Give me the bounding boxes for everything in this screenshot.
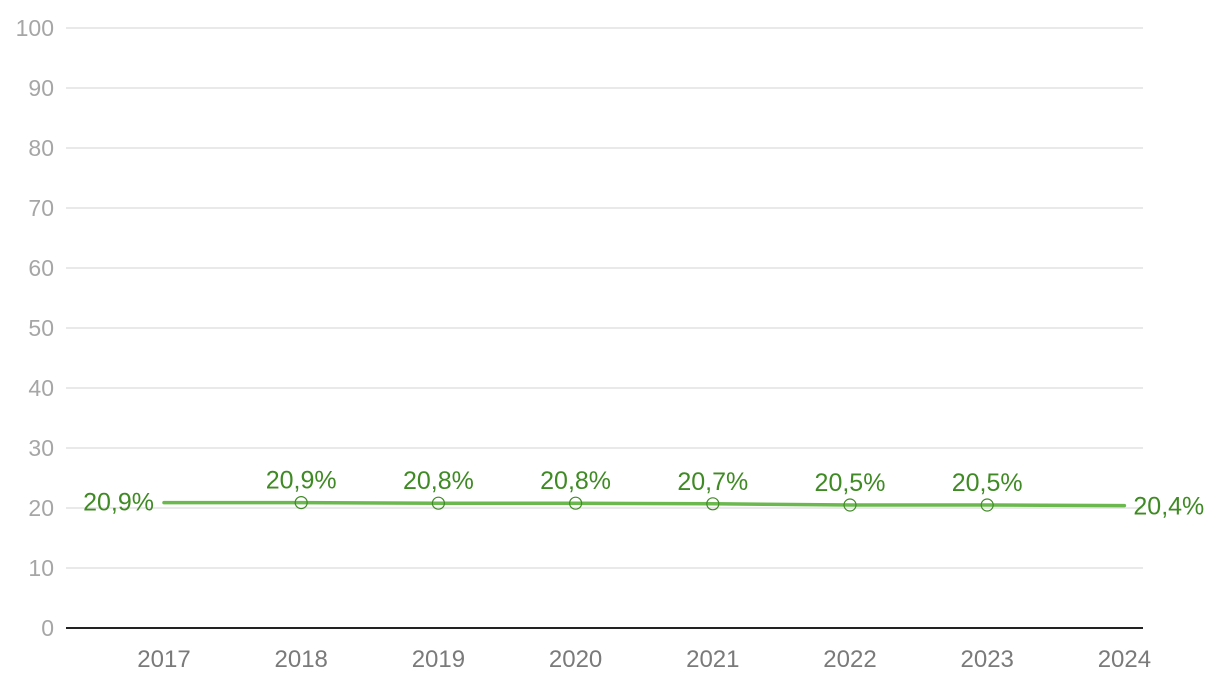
y-tick-label: 80 xyxy=(28,135,54,161)
x-tick-label: 2022 xyxy=(823,646,876,673)
grid-lines xyxy=(66,27,1143,569)
data-point-marker xyxy=(706,497,720,511)
y-tick-label: 50 xyxy=(28,315,54,341)
data-point-marker xyxy=(294,496,308,510)
data-labels: 20,9% 20,9% 20,8% 20,8% 20,7% 20,5% 20,5% 20,4% xyxy=(83,467,1204,521)
y-tick-label: 30 xyxy=(28,435,54,461)
data-label: 20,9% xyxy=(266,467,337,495)
y-tick-label: 70 xyxy=(28,195,54,221)
x-tick-label: 2017 xyxy=(137,646,190,673)
data-label: 20,8% xyxy=(403,467,474,495)
x-tick-label: 2021 xyxy=(686,646,739,673)
data-label: 20,5% xyxy=(815,469,886,497)
data-point-marker xyxy=(843,498,857,512)
x-tick-label: 2023 xyxy=(961,646,1014,673)
data-label: 20,8% xyxy=(540,467,611,495)
data-label: 20,5% xyxy=(952,469,1023,497)
y-tick-label: 90 xyxy=(28,75,54,101)
y-tick-label: 60 xyxy=(28,255,54,281)
x-tick-label: 2019 xyxy=(412,646,465,673)
data-point-marker xyxy=(980,498,994,512)
x-tick-label: 2018 xyxy=(275,646,328,673)
y-tick-label: 10 xyxy=(28,555,54,581)
data-points xyxy=(294,496,994,512)
series-line-layer xyxy=(162,500,1127,508)
y-tick-label: 20 xyxy=(28,495,54,521)
y-tick-label: 40 xyxy=(28,375,54,401)
y-axis-tick-labels: 0 10 20 30 40 50 60 70 80 90 100 xyxy=(16,15,54,641)
data-label: 20,4% xyxy=(1133,493,1204,521)
series-line xyxy=(162,500,1127,508)
y-tick-label: 0 xyxy=(41,615,54,641)
x-tick-label: 2020 xyxy=(549,646,602,673)
x-tick-label: 2024 xyxy=(1098,646,1151,673)
data-point-marker xyxy=(568,496,583,510)
data-label: 20,9% xyxy=(83,489,154,517)
data-label: 20,7% xyxy=(677,468,748,496)
data-point-marker xyxy=(431,496,445,510)
x-axis: 2017 2018 2019 2020 2021 2022 2023 2024 xyxy=(66,627,1151,673)
y-tick-label: 100 xyxy=(16,15,54,41)
